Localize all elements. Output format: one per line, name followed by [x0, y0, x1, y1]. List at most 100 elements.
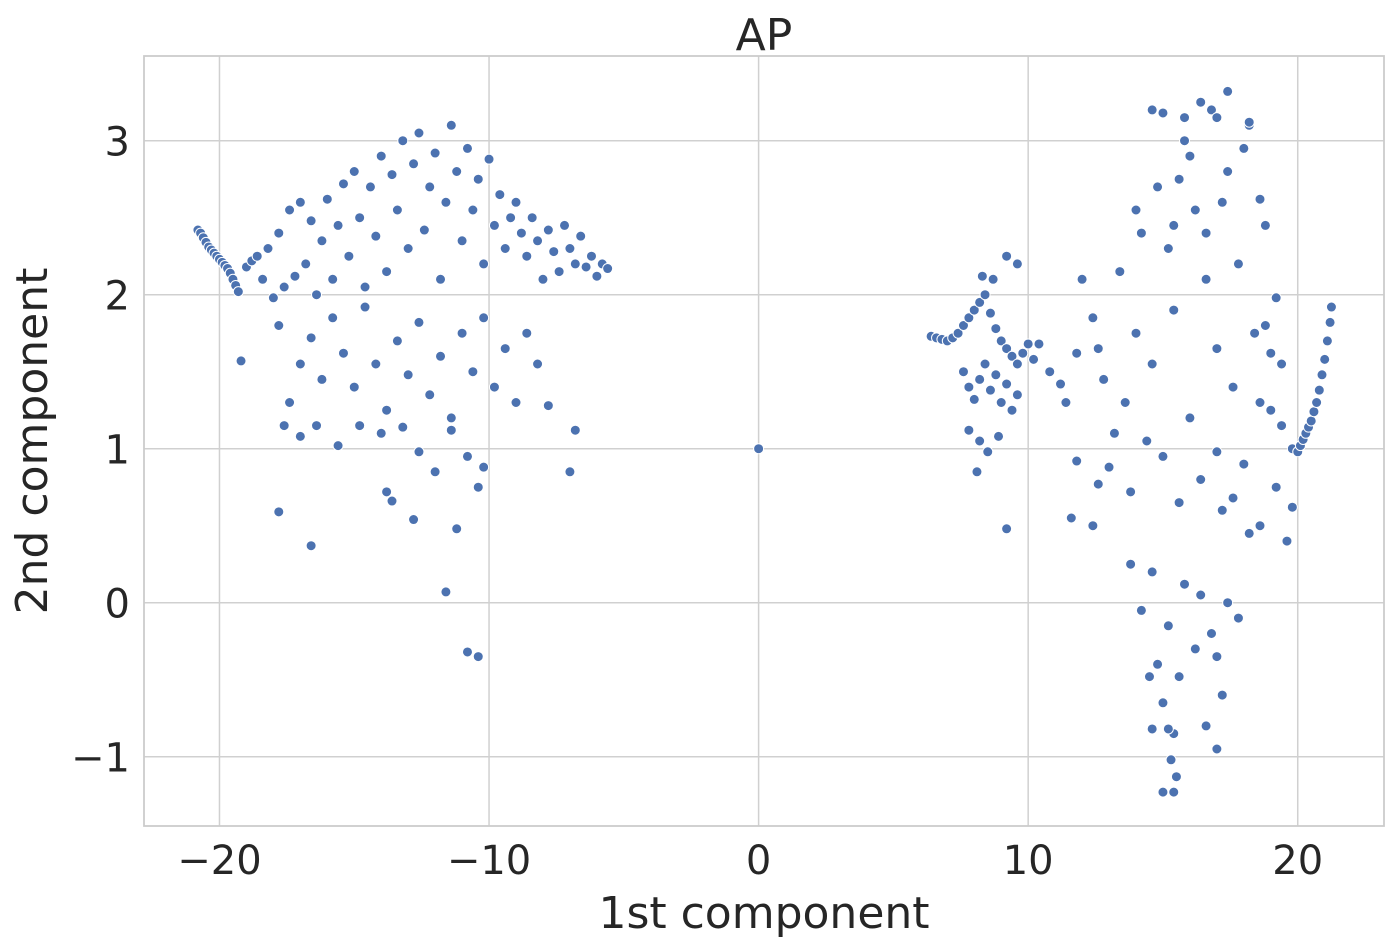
- data-point: [1243, 116, 1255, 128]
- data-point: [564, 243, 576, 254]
- data-point: [537, 273, 549, 285]
- data-point: [413, 446, 425, 458]
- data-point: [478, 312, 490, 324]
- x-tick-label: 0: [746, 838, 771, 884]
- data-point: [1319, 353, 1331, 365]
- data-point: [982, 446, 994, 458]
- data-point: [984, 384, 996, 396]
- data-point: [995, 397, 1007, 408]
- data-point: [1071, 347, 1083, 359]
- data-point: [1168, 786, 1180, 798]
- data-point: [1308, 406, 1320, 418]
- data-point: [575, 230, 587, 242]
- data-point: [968, 304, 980, 316]
- data-point: [1211, 343, 1223, 355]
- data-point: [424, 389, 436, 401]
- data-point: [1216, 504, 1228, 516]
- data-point: [408, 514, 420, 526]
- data-point: [526, 212, 538, 224]
- data-point: [499, 243, 511, 254]
- data-point: [343, 250, 355, 262]
- data-point: [515, 227, 527, 239]
- data-point: [591, 270, 603, 282]
- data-point: [278, 281, 290, 293]
- data-point: [1270, 292, 1282, 304]
- data-point: [375, 150, 387, 162]
- data-point: [990, 323, 1002, 335]
- chart-title: AP: [736, 10, 793, 61]
- data-point: [467, 204, 479, 216]
- data-point: [1165, 754, 1177, 766]
- data-point: [1157, 786, 1169, 798]
- data-point: [585, 250, 597, 262]
- data-point: [1006, 404, 1018, 416]
- data-point: [337, 178, 349, 190]
- data-point: [979, 289, 991, 301]
- data-point: [305, 215, 317, 227]
- data-point: [510, 196, 522, 208]
- data-point: [278, 420, 290, 432]
- data-point: [461, 646, 473, 658]
- data-point: [1227, 381, 1239, 393]
- data-point: [1222, 166, 1234, 177]
- data-point: [974, 435, 986, 447]
- data-point: [391, 335, 403, 347]
- data-point: [1276, 358, 1288, 370]
- data-point: [364, 181, 376, 193]
- data-point: [478, 258, 490, 270]
- data-point: [1033, 338, 1045, 350]
- data-point: [1011, 258, 1023, 270]
- data-point: [494, 189, 506, 201]
- data-point: [354, 420, 366, 432]
- data-point: [1270, 481, 1282, 493]
- x-tick-label: 20: [1272, 838, 1323, 884]
- data-point: [974, 373, 986, 385]
- data-point: [472, 481, 484, 493]
- data-point: [386, 169, 398, 181]
- data-point: [488, 219, 500, 231]
- data-point: [1243, 527, 1255, 539]
- data-point: [1092, 343, 1104, 355]
- data-point: [952, 327, 964, 339]
- x-axis-label: 1st component: [598, 888, 929, 939]
- data-point: [1146, 358, 1158, 370]
- data-point: [1173, 497, 1185, 509]
- data-point: [408, 158, 420, 170]
- data-point: [1060, 397, 1072, 408]
- data-point: [521, 327, 533, 339]
- x-tick-label: −20: [177, 838, 261, 884]
- data-point: [397, 421, 409, 433]
- data-point: [1119, 397, 1131, 408]
- data-point: [987, 273, 999, 285]
- data-point: [974, 296, 986, 308]
- data-point: [1211, 112, 1223, 124]
- data-point: [542, 224, 554, 236]
- data-point: [957, 366, 969, 378]
- data-point: [1216, 196, 1228, 208]
- data-point: [553, 266, 565, 278]
- data-point: [1087, 520, 1099, 532]
- data-point: [569, 258, 581, 270]
- data-point: [990, 369, 1002, 381]
- data-point: [963, 424, 975, 436]
- data-point: [467, 366, 479, 378]
- data-point: [424, 181, 436, 193]
- data-point: [435, 273, 447, 285]
- data-point: [1195, 589, 1207, 601]
- data-point: [440, 586, 452, 598]
- data-point: [1179, 112, 1191, 124]
- data-point: [397, 135, 409, 147]
- data-point: [305, 332, 317, 344]
- data-point: [1065, 512, 1077, 524]
- data-point: [1162, 723, 1174, 735]
- data-point: [273, 227, 285, 239]
- data-point: [435, 350, 447, 362]
- data-point: [1001, 378, 1013, 390]
- data-point: [402, 369, 414, 381]
- y-tick-label: 3: [105, 120, 130, 166]
- data-point: [1200, 273, 1212, 285]
- data-point: [1254, 397, 1266, 408]
- data-point: [1324, 316, 1336, 328]
